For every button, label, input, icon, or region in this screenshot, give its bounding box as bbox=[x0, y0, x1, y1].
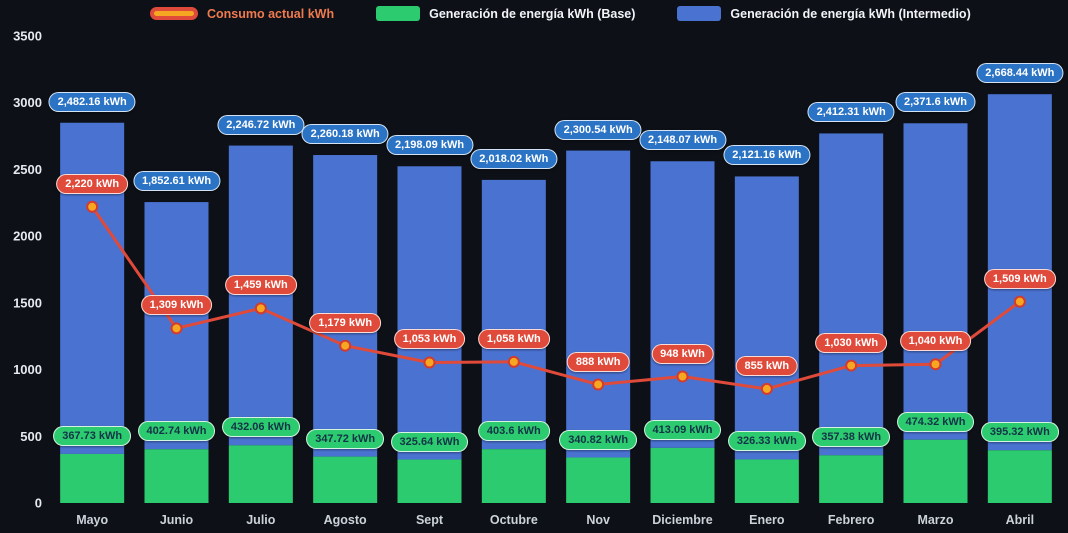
legend-item-2[interactable]: Generación de energía kWh (Intermedio) bbox=[677, 6, 971, 21]
bar-segment-intermedio[interactable] bbox=[650, 161, 715, 448]
chart-legend: Consumo actual kWh Generación de energía … bbox=[150, 6, 971, 21]
bar-segment-base[interactable] bbox=[481, 449, 546, 503]
consumo-point[interactable] bbox=[929, 358, 942, 371]
x-axis-label: Enero bbox=[749, 513, 785, 527]
x-axis-label: Sept bbox=[416, 513, 444, 527]
consumo-point[interactable] bbox=[592, 378, 605, 391]
y-axis-tick-label: 3500 bbox=[13, 29, 42, 44]
legend-item-0[interactable]: Consumo actual kWh bbox=[150, 7, 334, 21]
bar-segment-base[interactable] bbox=[819, 455, 884, 503]
legend-item-1[interactable]: Generación de energía kWh (Base) bbox=[376, 6, 635, 21]
bar-segment-intermedio[interactable] bbox=[228, 145, 293, 446]
consumo-point[interactable] bbox=[86, 200, 99, 213]
bar-segment-base[interactable] bbox=[397, 459, 462, 503]
bar-segment-base[interactable] bbox=[650, 447, 715, 503]
y-axis-tick-label: 2500 bbox=[13, 162, 42, 177]
y-axis-tick-label: 2000 bbox=[13, 229, 42, 244]
bar-segment-base[interactable] bbox=[313, 456, 378, 503]
consumo-point[interactable] bbox=[760, 382, 773, 395]
y-axis-tick-label: 1500 bbox=[13, 295, 42, 310]
x-axis-label: Octubre bbox=[490, 513, 538, 527]
x-axis-label: Nov bbox=[586, 513, 610, 527]
consumo-point[interactable] bbox=[676, 370, 689, 383]
bar-segment-intermedio[interactable] bbox=[481, 179, 546, 450]
consumo-line bbox=[90, 205, 1022, 391]
bar-segment-base[interactable] bbox=[903, 439, 968, 503]
bar-segment-intermedio[interactable] bbox=[397, 166, 462, 460]
x-axis-label: Febrero bbox=[828, 513, 875, 527]
consumo-point[interactable] bbox=[423, 356, 436, 369]
x-axis-label: Julio bbox=[246, 513, 276, 527]
y-axis-tick-label: 1000 bbox=[13, 362, 42, 377]
bar-segment-base[interactable] bbox=[228, 445, 293, 503]
bar-segment-base[interactable] bbox=[144, 449, 209, 503]
x-axis-label: Junio bbox=[160, 513, 194, 527]
legend-label: Consumo actual kWh bbox=[207, 6, 335, 21]
bar-segment-intermedio[interactable] bbox=[60, 122, 125, 454]
legend-label: Generación de energía kWh (Base) bbox=[429, 6, 636, 21]
bar-segment-base[interactable] bbox=[987, 450, 1052, 503]
bar-segment-intermedio[interactable] bbox=[819, 133, 884, 456]
line-swatch-icon bbox=[150, 7, 198, 20]
bar-segment-intermedio[interactable] bbox=[734, 176, 799, 460]
blue-bar-swatch-icon bbox=[677, 6, 722, 21]
consumo-point[interactable] bbox=[170, 322, 183, 335]
y-axis-tick-label: 3000 bbox=[13, 95, 42, 110]
bar-segment-intermedio[interactable] bbox=[313, 155, 378, 457]
bar-segment-base[interactable] bbox=[566, 457, 631, 503]
x-axis-label: Mayo bbox=[76, 513, 108, 527]
legend-label: Generación de energía kWh (Intermedio) bbox=[730, 6, 971, 21]
green-bar-swatch-icon bbox=[376, 6, 421, 21]
bar-segment-intermedio[interactable] bbox=[566, 150, 631, 458]
consumo-point[interactable] bbox=[507, 355, 520, 368]
bar-segment-base[interactable] bbox=[60, 453, 125, 503]
consumo-point[interactable] bbox=[339, 339, 352, 352]
consumo-point[interactable] bbox=[254, 302, 267, 315]
y-axis-tick-label: 0 bbox=[35, 496, 42, 511]
x-axis-label: Marzo bbox=[917, 513, 953, 527]
y-axis-tick-label: 500 bbox=[20, 429, 42, 444]
bar-segment-intermedio[interactable] bbox=[903, 123, 968, 440]
consumo-point[interactable] bbox=[1013, 295, 1026, 308]
consumo-point[interactable] bbox=[845, 359, 858, 372]
bar-segment-base[interactable] bbox=[734, 459, 799, 503]
x-axis-label: Agosto bbox=[324, 513, 367, 527]
bar-segment-intermedio[interactable] bbox=[987, 94, 1052, 451]
x-axis-label: Abril bbox=[1006, 513, 1034, 527]
x-axis-label: Diciembre bbox=[652, 513, 712, 527]
